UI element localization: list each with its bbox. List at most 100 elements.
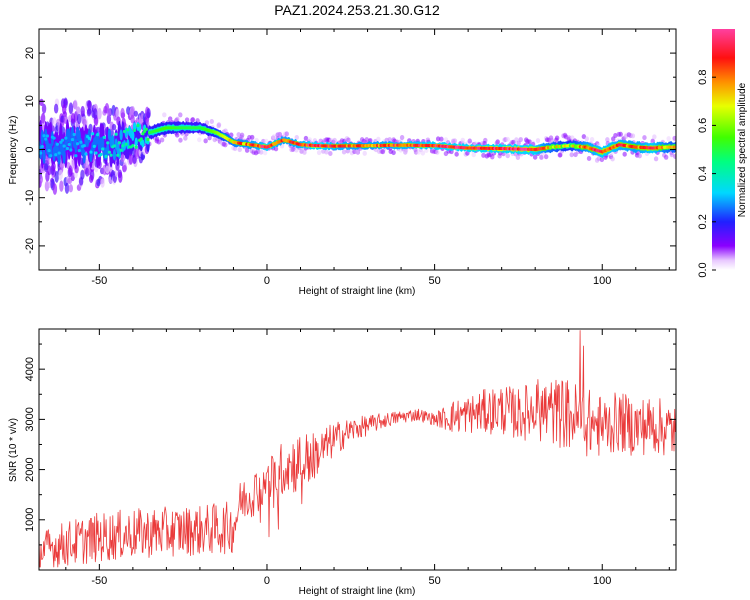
spectrogram-ridge-mark — [87, 136, 91, 141]
spectrogram-cloud-mark — [262, 150, 268, 156]
spectrogram-ridge-mark — [106, 141, 110, 145]
x-tick-label: -50 — [91, 575, 107, 587]
spectrogram-cloud-mark — [203, 138, 208, 144]
spectrogram-cloud-mark — [237, 147, 242, 153]
spectrogram-cloud-mark — [115, 108, 120, 119]
spectrogram-ridge-mark — [77, 149, 81, 153]
spectrogram-cloud-mark — [435, 136, 441, 142]
spectrogram-cloud-mark — [584, 136, 590, 142]
spectrogram-band-mark — [141, 139, 145, 148]
snr-x-ticks: -50 0 50 100 — [65, 329, 670, 587]
spectrogram-cloud-mark — [532, 154, 538, 160]
spectrogram-ridge-mark — [94, 151, 98, 155]
colorbar-tick-label: 0.8 — [697, 70, 709, 85]
spectrogram-cloud-mark — [44, 180, 50, 192]
y-tick-label: 1000 — [24, 508, 36, 532]
spectrogram-band-mark — [82, 149, 86, 164]
spectrogram-cloud-mark — [666, 136, 671, 142]
spectrogram-cloud-mark — [603, 154, 608, 160]
spectrogram-ridge-mark — [92, 144, 96, 149]
y-tick-label: 4000 — [24, 357, 36, 381]
spectrogram-band-mark — [42, 148, 46, 164]
x-tick-label: 0 — [264, 575, 270, 587]
spectrogram-cloud-mark — [653, 156, 659, 162]
spectrogram-ridge-mark — [42, 134, 46, 138]
spectrogram-cloud-mark — [516, 140, 521, 146]
spectrogram-cloud-mark — [613, 132, 618, 138]
spectrogram-cloud-mark — [543, 154, 549, 160]
colorbar-tick-label: 0.0 — [697, 262, 709, 277]
spectrogram-cloud-mark — [515, 154, 521, 160]
spectrogram-cloud-mark — [216, 123, 221, 129]
spectrogram-cloud-mark — [302, 149, 307, 155]
spectrogram-cloud-mark — [190, 117, 195, 123]
spectrogram-ridge-mark — [131, 143, 135, 148]
spectrogram-cloud-mark — [111, 123, 117, 131]
spectrogram-cloud-mark — [589, 137, 595, 143]
spectrogram-cloud-mark — [618, 131, 623, 137]
y-tick-label: 2000 — [24, 457, 36, 481]
spectrogram-ridge-mark — [141, 132, 145, 136]
spectrogram-cloud-mark — [387, 137, 392, 143]
spectrogram-cloud-mark — [197, 137, 202, 143]
spectrogram-cloud-mark — [58, 169, 63, 181]
spectrogram-cloud-mark — [630, 133, 636, 139]
spectrogram-ridge-mark — [136, 123, 140, 128]
spectrogram-cloud-mark — [599, 157, 605, 163]
spectrogram-ridge-mark — [101, 147, 105, 151]
spectrogram-ridge-mark — [122, 129, 127, 134]
spectrogram-cloud-mark — [40, 112, 46, 124]
spectrogram-band-mark — [112, 148, 117, 161]
spectrogram-cloud-mark — [554, 135, 560, 141]
spectrogram-cloud-mark — [64, 182, 70, 194]
spectrogram-ridge-mark — [72, 132, 76, 137]
spectrogram-ridge-mark — [109, 153, 113, 157]
spectrogram-ridge-mark — [39, 151, 43, 155]
y-tick-label: 20 — [24, 47, 36, 59]
spectrogram-cloud-mark — [284, 131, 289, 137]
colorbar-gradient — [712, 29, 735, 270]
spectrogram-cloud-mark — [663, 154, 669, 160]
spectrogram-band-mark — [122, 139, 127, 151]
spectrogram-cloud-mark — [53, 103, 59, 114]
spectrogram-cloud-mark — [303, 135, 309, 141]
snr-y-label: SNR (10 * v/v) — [8, 418, 19, 482]
spectrogram-ridge-mark — [67, 142, 71, 147]
spectrogram-cloud-mark — [106, 114, 112, 125]
x-tick-label: 100 — [593, 575, 611, 587]
spectrogram-cloud-mark — [67, 177, 73, 185]
spectrogram-ridge-mark — [40, 145, 44, 149]
spectrogram-cloud-mark — [249, 134, 255, 140]
colorbar-ticks: 0.0 0.2 0.4 0.6 0.8 — [697, 70, 716, 278]
spectrogram-ridge-mark — [104, 154, 108, 159]
spectrogram-ridge-mark — [96, 133, 100, 137]
spectrogram-cloud-mark — [669, 152, 675, 158]
spectrogram-ridge-mark — [134, 145, 138, 149]
spectrogram-band-mark — [111, 134, 115, 147]
snr-frame — [38, 328, 677, 571]
spectrogram-cloud-mark — [80, 169, 85, 180]
colorbar-tick-label: 0.2 — [697, 214, 709, 229]
spectrogram-ridge-mark — [144, 127, 148, 131]
spectrogram-cloud-mark — [80, 105, 85, 118]
spectrogram-ridge-mark — [139, 137, 143, 141]
spectrogram-cloud-mark — [467, 138, 472, 144]
spectrogram-cloud-mark — [642, 135, 647, 141]
spectrogram-cloud-mark — [672, 135, 676, 141]
snr-x-label: Height of straight line (km) — [299, 586, 416, 597]
spectrogram-panel: -50 0 50 100 -20 -10 0 10 20 Height of straight… — [8, 28, 677, 297]
spectrogram-cloud-mark — [122, 165, 127, 172]
spectrogram-ridge-mark — [107, 150, 112, 154]
spectrogram-band-mark — [101, 136, 105, 149]
spectrogram-cloud-mark — [449, 149, 454, 155]
spectrogram-cloud-mark — [673, 153, 676, 159]
snr-panel: -50 0 50 100 1000 2000 3000 4000 Height of str… — [8, 328, 677, 597]
spectrogram-ridge-mark — [146, 137, 150, 142]
spectrogram-cloud-mark — [465, 150, 470, 156]
spectrogram-cloud-mark — [518, 137, 523, 143]
spectrogram-ridge-mark — [49, 154, 53, 158]
spectrogram-band-mark — [106, 143, 110, 156]
spectrogram-cloud-mark — [39, 98, 44, 107]
spectrogram-ridge-mark — [54, 153, 58, 157]
spectrogram-cloud-mark — [133, 110, 139, 117]
